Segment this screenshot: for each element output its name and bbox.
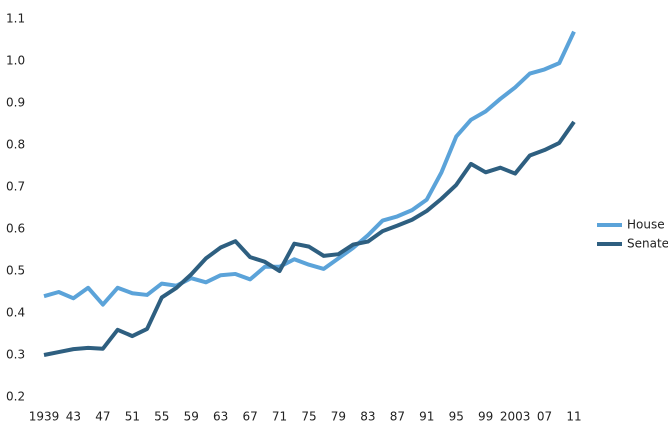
x-tick-label: 95 [449,410,464,424]
x-tick-label: 55 [154,410,169,424]
x-tick-label: 11 [566,410,581,424]
series-line [43,30,576,307]
x-tick-label: 47 [95,410,110,424]
y-tick-label: 1.1 [6,12,25,26]
x-tick-label: 83 [360,410,375,424]
y-tick-label: 1.0 [6,54,25,68]
x-tick-label: 87 [390,410,405,424]
x-tick-label: 67 [242,410,257,424]
x-tick-label: 07 [537,410,552,424]
x-tick-label: 51 [125,410,140,424]
x-tick-label: 99 [478,410,493,424]
x-tick-label: 79 [331,410,346,424]
y-tick-label: 0.5 [6,264,25,278]
x-tick-label: 43 [66,410,81,424]
x-tick-label: 75 [301,410,316,424]
y-tick-label: 0.2 [6,390,25,404]
y-tick-label: 0.3 [6,348,25,362]
y-tick-label: 0.6 [6,222,25,236]
y-tick-label: 0.4 [6,306,25,320]
y-tick-label: 0.9 [6,96,25,110]
legend-label: House [627,218,665,232]
series-line [43,120,576,357]
x-tick-label: 1939 [29,410,60,424]
x-tick-label: 59 [184,410,199,424]
x-tick-label: 2003 [500,410,531,424]
legend-label: Senate [627,237,668,251]
y-tick-label: 0.8 [6,138,25,152]
x-tick-label: 91 [419,410,434,424]
x-tick-label: 63 [213,410,228,424]
x-tick-label: 71 [272,410,287,424]
y-tick-label: 0.7 [6,180,25,194]
